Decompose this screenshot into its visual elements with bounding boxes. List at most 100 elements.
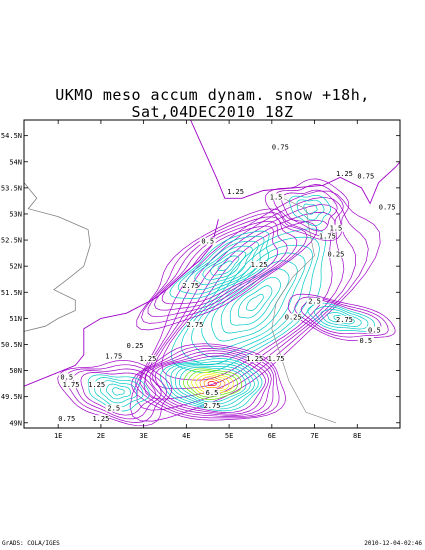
contour-line: [296, 199, 325, 221]
contour-line: [160, 358, 263, 412]
contour-line: [175, 365, 251, 405]
contour-label: 0.75: [272, 144, 289, 152]
contour-label-bg: [92, 415, 109, 423]
contour-line: [165, 360, 259, 410]
contour-label: 0.5: [359, 337, 372, 345]
lon-tick-label: 8E: [353, 432, 361, 440]
contour-line: [264, 178, 350, 242]
contour-label: 1.75: [268, 355, 285, 363]
lat-tick-label: 52.5N: [1, 237, 22, 245]
map-title-line-2: Sat,04DEC2010 18Z: [131, 103, 294, 121]
contour-label-bg: [336, 169, 353, 177]
contour-label-bg: [379, 203, 396, 211]
contour-line: [154, 355, 266, 413]
contour-label-bg: [139, 355, 156, 363]
lat-tick-label: 53.5N: [1, 184, 22, 192]
lat-tick-label: 52N: [9, 263, 22, 271]
contour-label: 0.25: [327, 251, 344, 259]
contour-line: [161, 225, 279, 305]
contour-line: [135, 345, 280, 419]
contour-line: [238, 285, 273, 319]
lat-tick-label: 49.5N: [1, 393, 22, 401]
contour-line: [300, 299, 382, 335]
contour-line: [179, 366, 247, 403]
contour-label-bg: [88, 381, 105, 389]
contour-label: 2.75: [204, 402, 221, 410]
contour-label-bg: [268, 355, 285, 363]
contour-line: [65, 364, 168, 423]
contour-label: 1.25: [227, 188, 244, 196]
contour-line: [147, 216, 298, 318]
coastline-west: [23, 219, 219, 387]
contour-label-bg: [319, 232, 336, 240]
contour-line: [294, 296, 389, 338]
contour-label: 1.75: [319, 232, 336, 240]
contour-label: 1.5: [270, 193, 283, 201]
contour-label: 0.5: [60, 373, 73, 381]
contour-label-bg: [58, 415, 75, 423]
contour-label: 1.75: [105, 353, 122, 361]
footer-credit: GrADS: COLA/IGES: [2, 540, 60, 547]
contour-line: [143, 204, 356, 400]
contour-line: [149, 352, 269, 415]
contour-label-bg: [204, 402, 220, 410]
contour-label-bg: [227, 188, 244, 196]
contour-line: [217, 260, 233, 272]
contour-label-bg: [58, 373, 75, 381]
contour-line: [105, 383, 131, 400]
contour-label: 1.25: [88, 381, 105, 389]
contour-label-bg: [336, 315, 353, 323]
contour-label-bg: [127, 342, 144, 350]
contour-line: [320, 309, 362, 327]
uk-coastline: [23, 182, 91, 332]
contour-label: 2.5: [308, 298, 321, 306]
coastline-north: [190, 119, 401, 205]
contour-label-bg: [357, 336, 374, 344]
map-title-line-1: UKMO meso accum dynam. snow +18h,: [55, 86, 370, 104]
contour-labels: 0.751.25 0.751.251.50.751.51.750.50.251.2…: [58, 143, 396, 423]
lat-tick-label: 50N: [9, 367, 22, 375]
contour-label-bg: [366, 326, 383, 334]
lat-tick-label: 49N: [9, 419, 22, 427]
contour-label-bg: [272, 143, 289, 151]
contour-line: [136, 208, 317, 331]
contour-label: 2.75: [186, 321, 203, 329]
contour-label: 1.25: [92, 415, 109, 423]
axis-ticks: 54.5N 54N 53.5N 53N 52.5N 52N 51.5N 51N 50.5N 50N…: [1, 120, 400, 440]
contour-line: [152, 212, 345, 390]
contour-line: [210, 255, 240, 276]
contour-label-bg: [327, 250, 344, 258]
contour-line: [131, 343, 286, 421]
contour-label-bg: [306, 297, 323, 305]
contour-label: 6.5: [206, 389, 219, 397]
contour-line: [207, 380, 217, 386]
lat-tick-label: 54N: [9, 158, 22, 166]
contour-label: 0.75: [379, 204, 396, 212]
lon-tick-label: 1E: [54, 432, 62, 440]
contour-label-bg: [186, 321, 203, 329]
contour-label-bg: [251, 261, 267, 269]
lon-tick-label: 3E: [139, 432, 147, 440]
contour-label-bg: [182, 282, 199, 290]
contour-label: 0.5: [201, 238, 214, 246]
contour-line: [191, 244, 313, 358]
contour-line: [57, 359, 172, 427]
lon-tick-label: 4E: [182, 432, 190, 440]
contour-label: 1.25: [336, 170, 353, 178]
contour-line: [80, 372, 156, 416]
contour-line: [203, 378, 222, 388]
contour-label: 0.75: [357, 172, 374, 180]
contour-label: 1.5: [330, 225, 343, 233]
contour-line: [144, 350, 272, 416]
contour-label: 1.25: [139, 355, 156, 363]
contour-line: [307, 302, 375, 332]
contour-label: 2.75: [182, 282, 199, 290]
lat-tick-label: 54.5N: [1, 132, 22, 140]
contour-line: [183, 368, 243, 400]
map-frame: [23, 119, 401, 429]
contour-label-bg: [246, 355, 263, 363]
contour-line: [154, 220, 288, 311]
contour-layer: [57, 178, 396, 427]
lat-tick-label: 51.5N: [1, 289, 22, 297]
